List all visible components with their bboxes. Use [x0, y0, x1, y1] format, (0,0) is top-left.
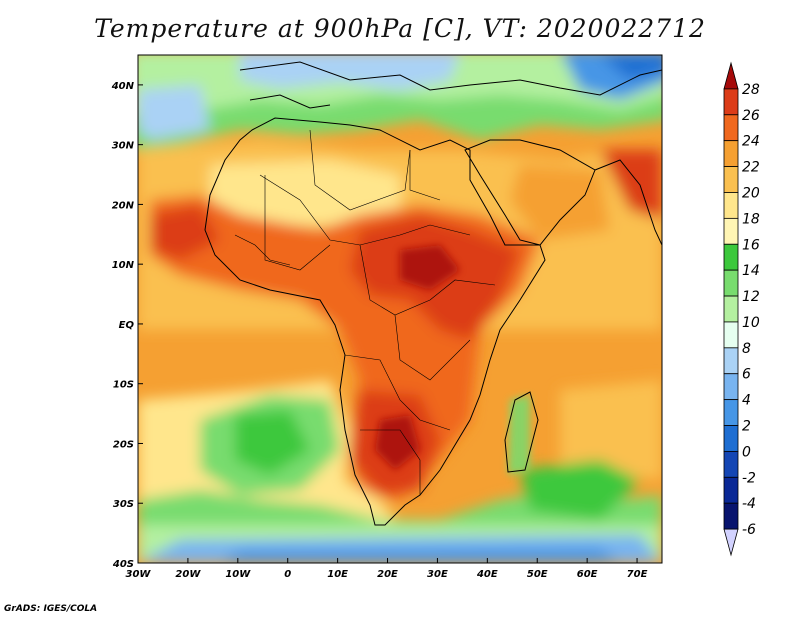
lon-tick-label: 20W — [175, 569, 201, 580]
colorbar-label: 12 — [742, 289, 760, 305]
colorbar-label: -2 — [742, 470, 756, 486]
colorbar-label: 24 — [742, 134, 760, 150]
axis-ticks: 30W 20W 10W 0 10E 20E 30E 40E 50E 60E 70E 40N 30N 20N… — [111, 81, 648, 580]
colorbar-label: 2 — [742, 419, 751, 435]
country-borders — [234, 129, 496, 495]
colorbar-segment — [723, 192, 739, 219]
colorbar-label: -6 — [742, 522, 756, 538]
colorbar-label: 20 — [742, 185, 760, 201]
lon-tick-label: 40E — [476, 569, 498, 580]
colorbar-segment — [723, 451, 739, 478]
colorbar-label: 4 — [742, 393, 751, 409]
colorbar-segment — [723, 399, 739, 426]
colorbar-segment — [723, 243, 739, 271]
coastlines — [204, 61, 662, 526]
colorbar-label: 18 — [742, 211, 760, 227]
lon-tick-label: 70E — [627, 569, 648, 580]
lon-tick-label: 20E — [377, 569, 398, 580]
colorbar-label: 22 — [742, 160, 760, 176]
colorbar-label: 6 — [742, 367, 751, 383]
colorbar-segment — [723, 347, 739, 375]
colorbar-label: 8 — [742, 341, 751, 357]
colorbar-segment — [723, 269, 739, 297]
lat-tick-label: 40S — [112, 559, 134, 570]
colorbar-label: 10 — [742, 315, 760, 331]
lat-tick-label: 40N — [111, 81, 135, 92]
lat-tick-label: EQ — [119, 320, 135, 331]
lat-tick-label: 10N — [112, 260, 135, 271]
colorbar-segment — [723, 502, 739, 530]
colorbar-segment — [723, 140, 739, 167]
colorbar-segment — [723, 425, 739, 452]
lon-tick-label: 50E — [527, 569, 548, 580]
credit-label: GrADS: IGES/COLA — [4, 604, 98, 614]
colorbar-segment — [723, 321, 739, 349]
lat-tick-label: 10S — [113, 380, 134, 391]
colorbar-segment — [723, 295, 739, 323]
colorbar-label: -4 — [742, 496, 756, 512]
colorbar-label: 28 — [742, 82, 760, 98]
temperature-field — [138, 55, 662, 563]
lat-tick-label: 30N — [112, 141, 135, 152]
lon-tick-label: 10E — [327, 569, 348, 580]
map-title: Temperature at 900hPa [C], VT: 202002271… — [94, 14, 706, 43]
colorbar-label: 26 — [742, 108, 760, 124]
colorbar-label: 14 — [742, 263, 760, 279]
colorbar-segment — [723, 476, 739, 504]
plot-frame — [137, 54, 663, 564]
colorbar-segment — [723, 166, 739, 193]
lat-tick-label: 30S — [113, 499, 134, 510]
colorbar-segment — [723, 61, 739, 90]
colorbar-label: 0 — [742, 444, 751, 460]
lon-tick-label: 10W — [225, 569, 251, 580]
colorbar-segment — [723, 88, 739, 116]
colorbar-segment — [723, 373, 739, 401]
lon-tick-label: 60E — [577, 569, 598, 580]
colorbar-segment — [723, 528, 739, 557]
lon-tick-label: 0 — [284, 569, 291, 580]
lon-tick-label: 30E — [427, 569, 448, 580]
lat-tick-label: 20S — [113, 439, 134, 450]
lon-tick-label: 30W — [126, 569, 152, 580]
lat-tick-label: 20N — [112, 200, 135, 211]
colorbar-segment — [723, 217, 739, 245]
colorbar-segment — [723, 114, 739, 142]
colorbar-label: 16 — [742, 237, 760, 253]
